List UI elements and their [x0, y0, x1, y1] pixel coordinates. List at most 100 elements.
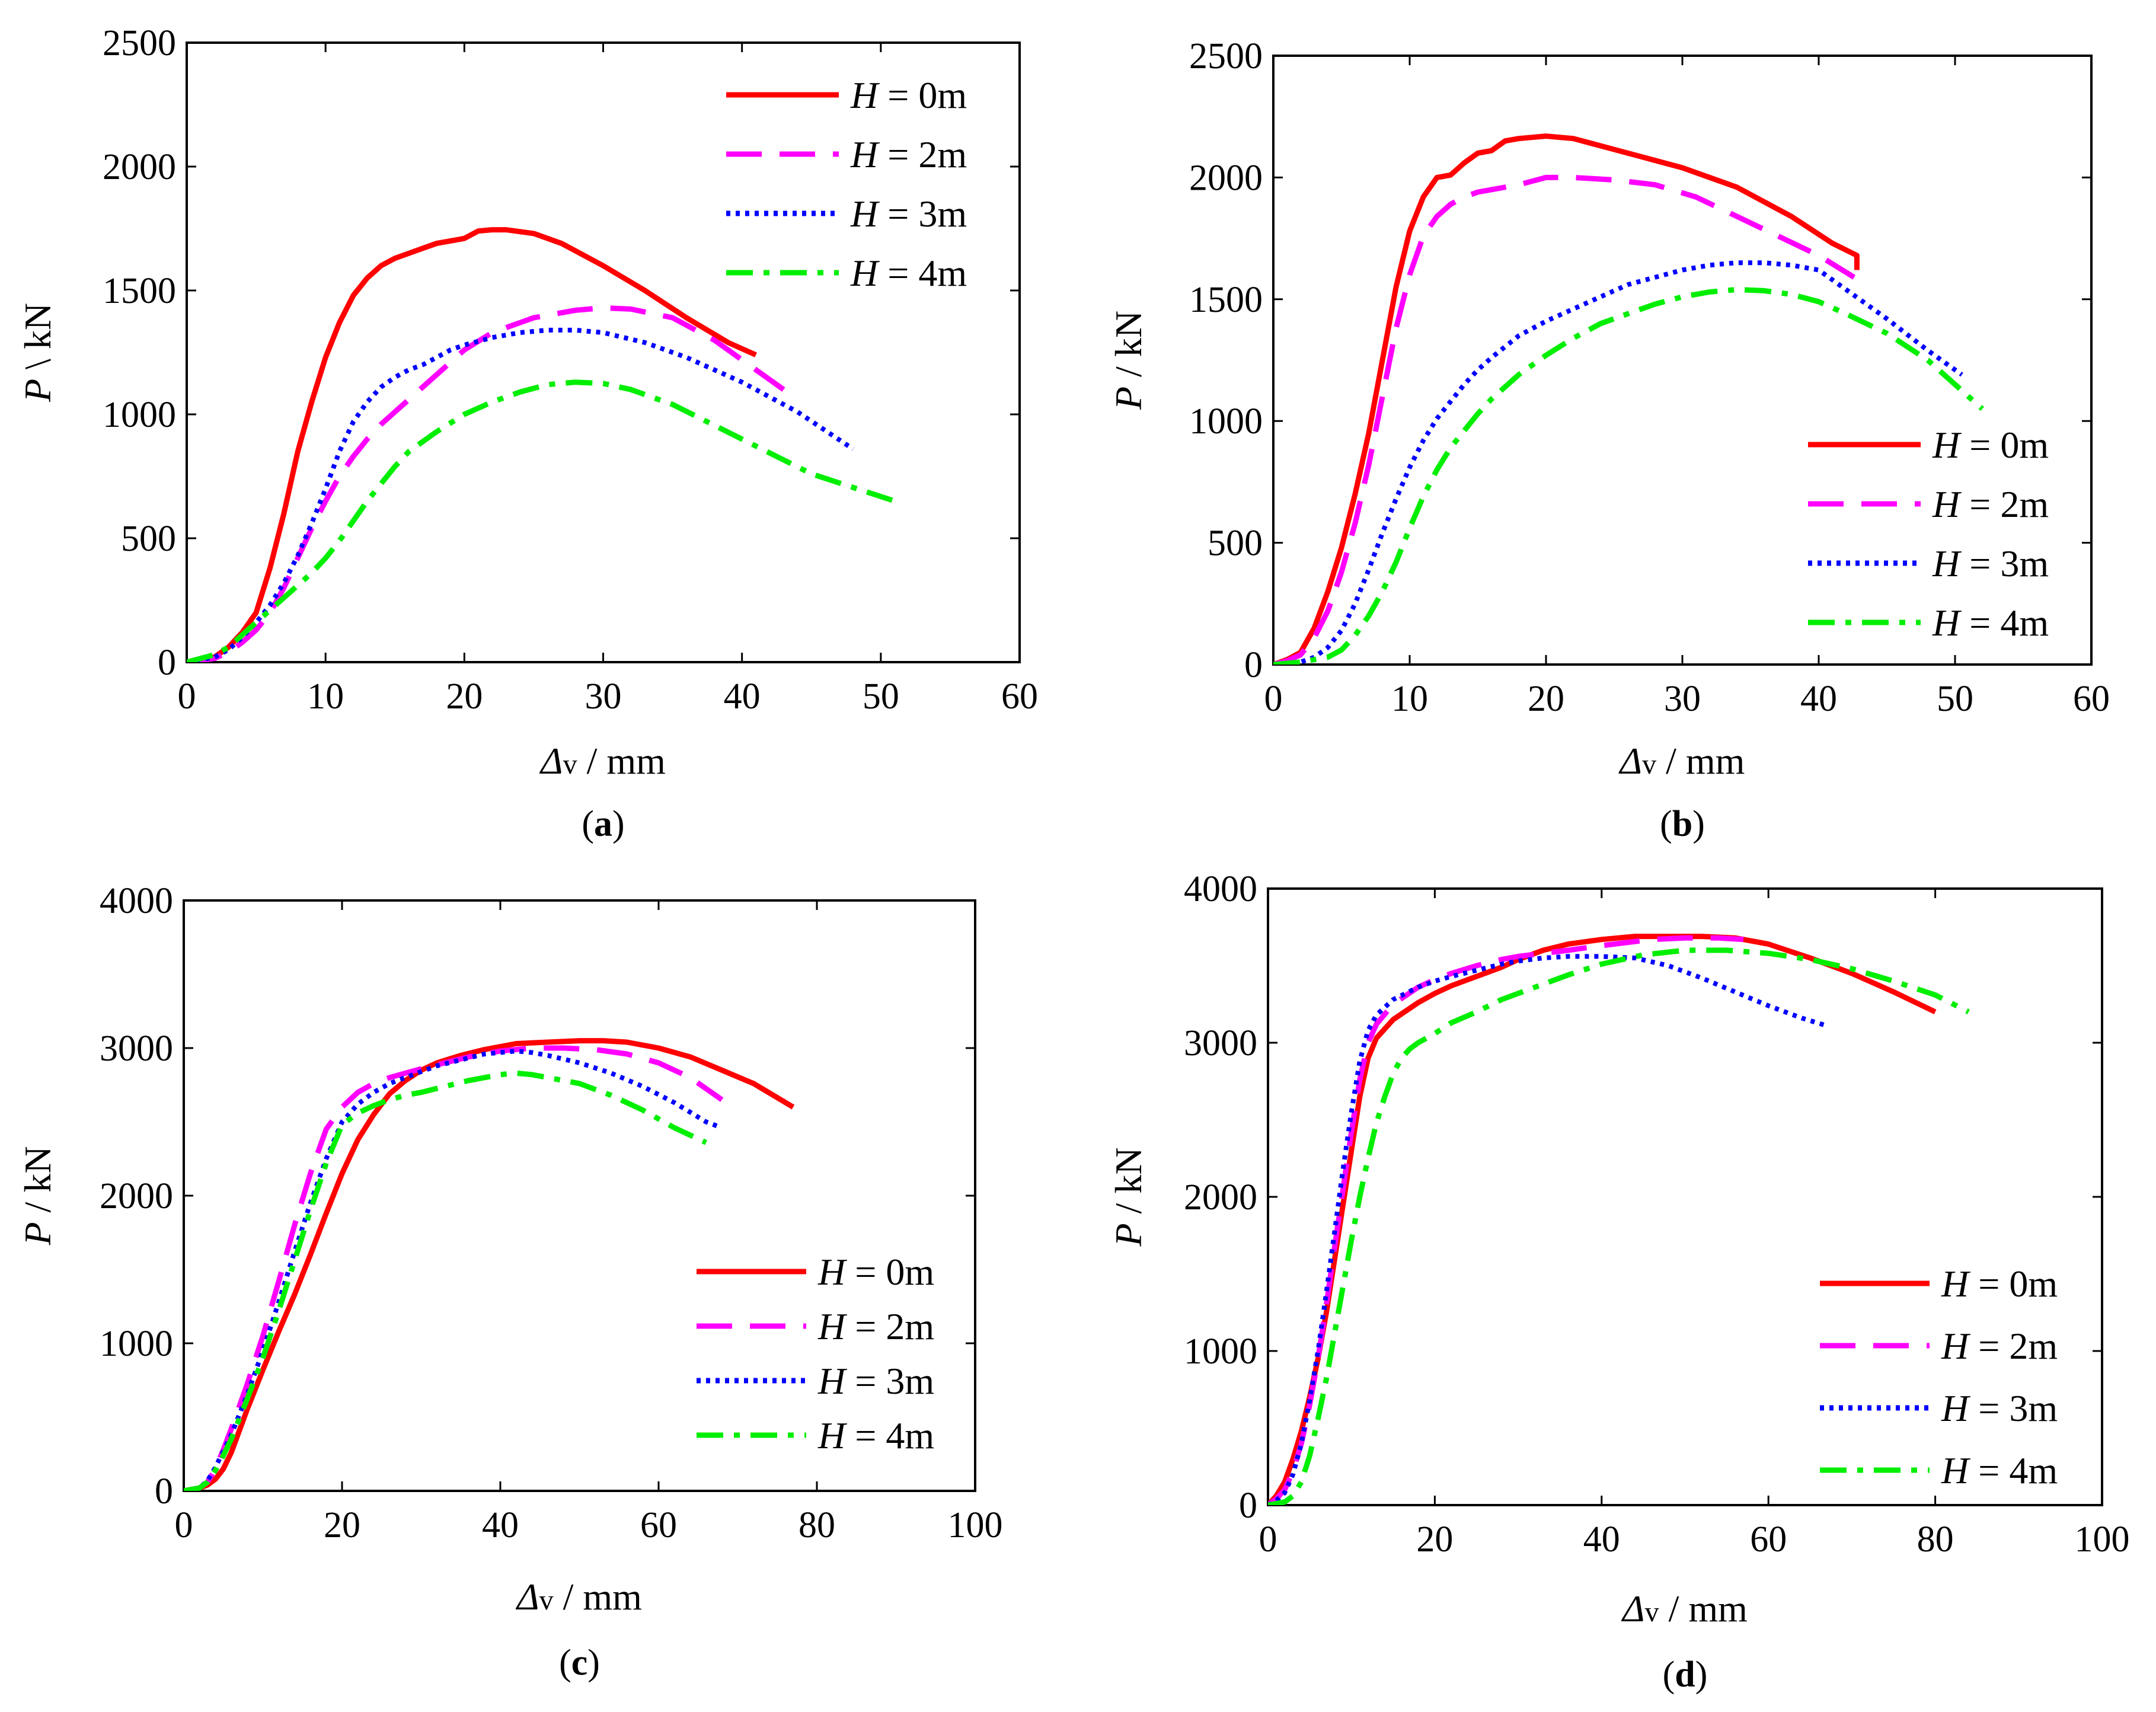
legend: H = 0m H = 2m H = 3m H = 4m [1808, 424, 2049, 644]
x-axis-title: Δv / mm [515, 1576, 642, 1618]
x-tick-label: 20 [1528, 679, 1564, 719]
x-tick-label: 80 [1917, 1519, 1954, 1560]
y-tick-label: 2000 [103, 147, 176, 187]
legend-entry: H = 3m [817, 1360, 934, 1402]
panel-label: (a) [582, 804, 624, 844]
x-tick-label: 0 [1264, 679, 1283, 719]
y-tick-label: 2500 [1189, 36, 1263, 76]
series-line-h3 [1268, 947, 1970, 1505]
series-line-h2 [1268, 954, 1828, 1505]
series-line-h2 [1273, 260, 1963, 665]
series-line-h2 [184, 1049, 719, 1491]
x-tick-label: 20 [1416, 1519, 1453, 1560]
y-tick-label: 0 [158, 643, 176, 683]
x-tick-label: 40 [1583, 1519, 1620, 1560]
y-tick-label: 1000 [1189, 401, 1263, 442]
legend-entry: H = 0m [1941, 1263, 2058, 1305]
y-tick-label: 500 [121, 519, 176, 559]
legend-entry: H = 4m [1941, 1449, 2058, 1491]
y-tick-label: 0 [1239, 1486, 1257, 1526]
x-axis-title: Δv / mm [1618, 740, 1745, 782]
legend-entry: H = 3m [1941, 1387, 2058, 1429]
y-tick-label: 4000 [100, 881, 173, 921]
y-axis-title: P / kN [1107, 1147, 1149, 1247]
y-tick-label: 3000 [1184, 1023, 1257, 1063]
legend: H = 0m H = 2m H = 3m H = 4m [697, 1251, 934, 1457]
x-tick-label: 60 [2073, 679, 2110, 719]
series-line-h1 [1268, 935, 1744, 1505]
y-axis-title: P \ kN [17, 303, 59, 403]
x-tick-label: 30 [585, 676, 622, 717]
x-tick-label: 80 [798, 1505, 835, 1545]
x-axis-title: Δv / mm [539, 740, 666, 782]
series-line-h3 [1273, 286, 1984, 665]
series-line-h0 [1268, 934, 1937, 1505]
x-tick-label: 100 [2075, 1519, 2130, 1560]
legend-entry: H = 3m [1932, 542, 2049, 584]
x-tick-label: 0 [178, 676, 196, 717]
x-tick-label: 40 [482, 1505, 519, 1545]
x-tick-label: 10 [307, 676, 344, 717]
y-tick-label: 0 [1244, 645, 1263, 685]
legend-entry: H = 0m [817, 1251, 934, 1293]
y-axis-title: P / kN [17, 1146, 59, 1245]
y-tick-label: 2000 [1184, 1177, 1257, 1218]
x-tick-label: 100 [948, 1505, 1003, 1545]
x-tick-label: 20 [324, 1505, 360, 1545]
y-tick-label: 4000 [1184, 869, 1257, 909]
series-line-h1 [184, 1045, 724, 1491]
x-tick-label: 50 [1937, 679, 1973, 719]
legend: H = 0m H = 2m H = 3m H = 4m [1820, 1263, 2058, 1491]
legend-entry: H = 0m [1932, 424, 2049, 466]
legend-entry: H = 0m [850, 74, 967, 116]
x-tick-label: 60 [1750, 1519, 1787, 1560]
y-axis-title: P / kN [1107, 311, 1149, 410]
y-tick-label: 2000 [100, 1176, 173, 1216]
panel-label: (d) [1663, 1654, 1708, 1695]
y-tick-label: 0 [155, 1471, 173, 1512]
x-tick-label: 20 [446, 676, 483, 717]
x-tick-label: 0 [1259, 1519, 1277, 1560]
legend-entry: H = 2m [1941, 1325, 2058, 1367]
x-tick-label: 60 [1001, 676, 1038, 717]
series-line-h0 [1273, 133, 1860, 665]
legend-entry: H = 2m [1932, 483, 2049, 525]
series-line-h3 [187, 379, 896, 662]
x-tick-label: 40 [1800, 679, 1837, 719]
legend: H = 0m H = 2m H = 3m H = 4m [726, 74, 967, 294]
y-tick-label: 1000 [103, 395, 176, 435]
y-tick-label: 1500 [103, 271, 176, 311]
x-tick-label: 60 [640, 1505, 677, 1545]
x-tick-label: 40 [724, 676, 761, 717]
legend-entry: H = 4m [850, 252, 967, 294]
legend-entry: H = 4m [1932, 602, 2049, 644]
series-line-h1 [187, 305, 799, 662]
y-tick-label: 1000 [100, 1324, 173, 1364]
x-tick-label: 30 [1664, 679, 1701, 719]
y-tick-label: 3000 [100, 1029, 173, 1069]
panel-label: (b) [1660, 804, 1705, 844]
legend-entry: H = 2m [817, 1305, 934, 1347]
y-tick-label: 500 [1208, 523, 1263, 564]
y-tick-label: 1000 [1184, 1331, 1257, 1372]
x-tick-label: 0 [175, 1505, 193, 1545]
series-line-h1 [1273, 174, 1856, 665]
x-axis-title: Δv / mm [1621, 1588, 1748, 1630]
x-tick-label: 10 [1391, 679, 1428, 719]
legend-entry: H = 2m [850, 133, 967, 175]
series-line-h3 [184, 1070, 708, 1491]
panel-label: (c) [559, 1643, 600, 1683]
legend-entry: H = 4m [817, 1414, 934, 1457]
y-tick-label: 2500 [103, 23, 176, 63]
series-line-h0 [184, 1038, 795, 1491]
y-tick-label: 2000 [1189, 158, 1263, 198]
legend-entry: H = 3m [850, 193, 967, 235]
series-line-h0 [187, 227, 757, 662]
y-tick-label: 1500 [1189, 280, 1263, 320]
x-tick-label: 50 [863, 676, 899, 717]
